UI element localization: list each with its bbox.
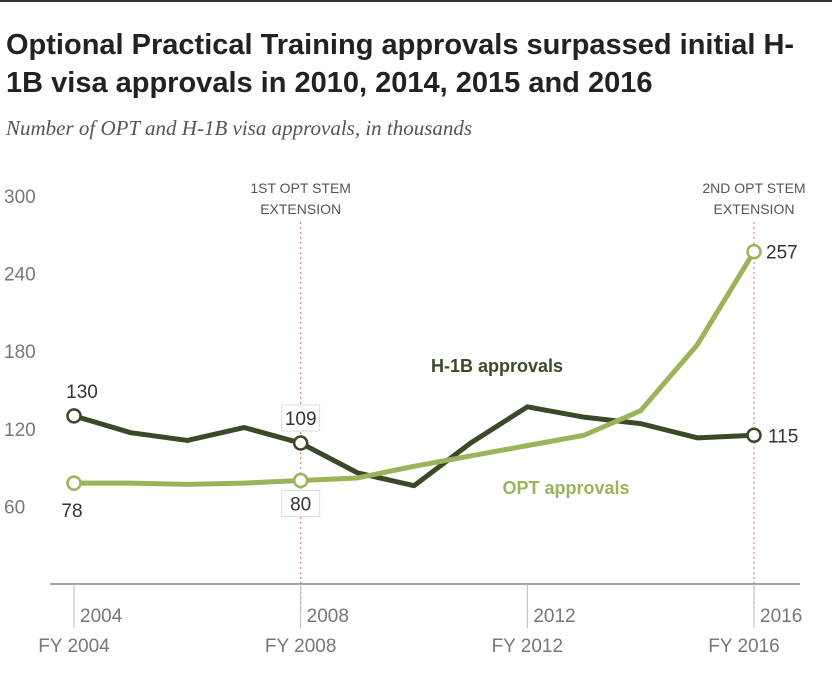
marker-h1b-2016: [746, 427, 762, 444]
value-label-h1b-2004: 130: [66, 382, 98, 403]
marker-opt-2004: [66, 475, 82, 491]
y-tick-label-240: 240: [4, 265, 36, 286]
marker-opt-2016: [746, 243, 762, 260]
series-label-h1b: H-1B approvals: [431, 356, 563, 376]
data-markers: 130 109 115 78 80 257: [61, 243, 798, 523]
annotations: H-1B approvals OPT approvals: [431, 356, 630, 498]
y-tick-label-60: 60: [4, 497, 25, 518]
x-tick-label-2016: 2016: [760, 606, 802, 627]
y-tick-label-300: 300: [4, 187, 36, 208]
series-line-h1b: [71, 404, 757, 489]
value-label-box-opt-2008: [281, 490, 321, 518]
value-label-box-h1b-2008: [281, 404, 321, 432]
value-label-opt-2008: 80: [290, 495, 311, 516]
series-line-opt: [71, 249, 757, 487]
x-tick-label-fy-2004: FY 2004: [38, 636, 110, 657]
value-label-h1b-2008: 109: [285, 409, 317, 430]
reference-label-1-line1: 1ST OPT STEM: [250, 180, 351, 196]
value-label-h1b-2016: 115: [768, 426, 798, 447]
y-tick-label-180: 180: [4, 342, 36, 363]
x-tick-label-2012: 2012: [533, 606, 575, 627]
x-tick-label-2008: 2008: [307, 606, 349, 627]
reference-lines: 1ST OPT STEM EXTENSION 2ND OPT STEM EXTENSI…: [250, 180, 806, 612]
reference-label-1-line2: EXTENSION: [260, 201, 341, 217]
top-rule: [0, 0, 832, 2]
x-axis: 2004 FY 2004 2008 FY 2008 2012 FY 2012 2016 FY …: [38, 583, 802, 657]
reference-label-2-line2: EXTENSION: [714, 201, 795, 217]
x-tick-label-fy-2008: FY 2008: [265, 636, 336, 657]
x-tick-label-2004: 2004: [80, 606, 123, 627]
chart-title: Optional Practical Training approvals su…: [6, 29, 795, 99]
series-lines: [71, 249, 757, 489]
chart-subtitle: Number of OPT and H-1B visa approvals, i…: [6, 116, 473, 140]
value-label-opt-2004: 78: [61, 501, 82, 522]
x-tick-label-fy-2012: FY 2012: [492, 636, 563, 657]
series-label-opt: OPT approvals: [502, 478, 629, 498]
marker-opt-2008: [292, 472, 309, 489]
marker-h1b-2004: [66, 408, 82, 424]
reference-label-2-line1: 2ND OPT STEM: [702, 180, 805, 196]
y-tick-label-120: 120: [4, 420, 36, 441]
marker-h1b-2008: [292, 435, 309, 451]
x-tick-label-fy-2016: FY 2016: [708, 636, 779, 657]
value-label-opt-2016: 257: [766, 243, 798, 264]
y-axis: 60 120 180 240 300: [4, 187, 36, 518]
